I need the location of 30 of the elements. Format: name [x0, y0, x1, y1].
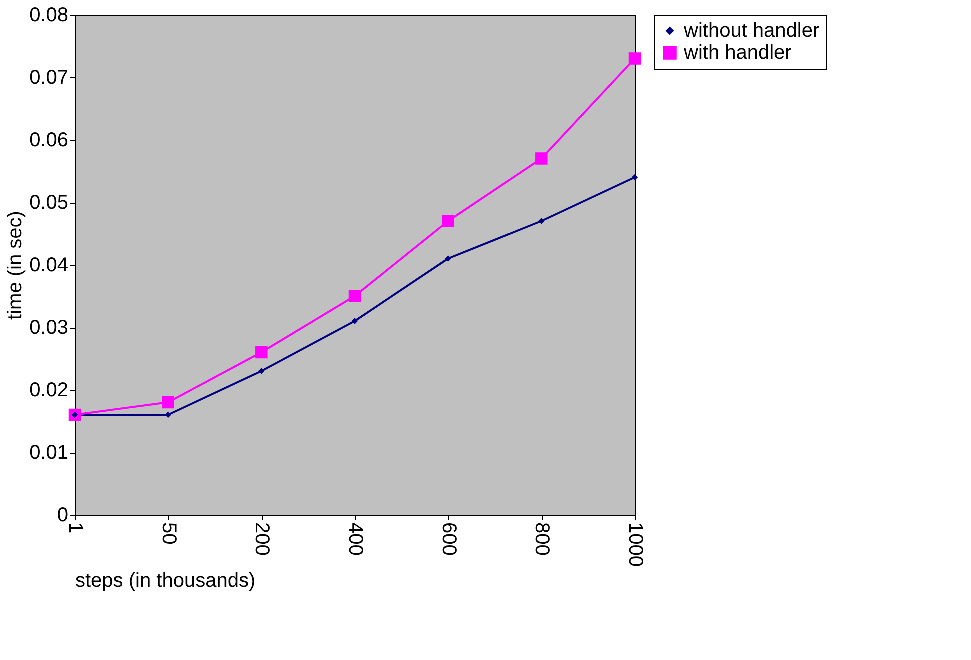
y-tick-label: 0.04: [30, 254, 68, 276]
point: [352, 318, 358, 324]
x-tick-label: 1000: [624, 522, 646, 567]
point: [538, 218, 545, 224]
legend-label: without handler: [683, 20, 820, 42]
y-tick-label: 0.08: [30, 4, 68, 26]
x-tick-label: 50: [158, 522, 180, 545]
point: [165, 412, 172, 418]
y-tick-label: 0.03: [30, 317, 68, 339]
x-tick-label: 600: [438, 522, 460, 556]
point: [256, 346, 268, 359]
y-tick-label: 0.06: [30, 130, 68, 152]
point: [536, 152, 548, 165]
x-tick-label: 800: [531, 522, 554, 556]
point: [258, 368, 265, 374]
y-axis-title: time (in sec): [4, 211, 27, 320]
legend-label: with handler: [683, 42, 792, 64]
x-axis-title: steps (in thousands): [76, 570, 256, 592]
y-tick-label: 0.02: [30, 380, 68, 402]
x-tick-label: 400: [344, 522, 366, 556]
point: [442, 215, 454, 228]
point: [632, 174, 638, 181]
point: [628, 52, 642, 65]
point: [445, 256, 452, 262]
point: [162, 396, 174, 409]
y-tick-label: 0.05: [30, 192, 68, 214]
y-tick-label: 0.07: [30, 67, 68, 89]
point: [348, 290, 362, 302]
x-tick-label: 200: [251, 522, 274, 556]
y-tick-label: 0.01: [30, 442, 68, 464]
